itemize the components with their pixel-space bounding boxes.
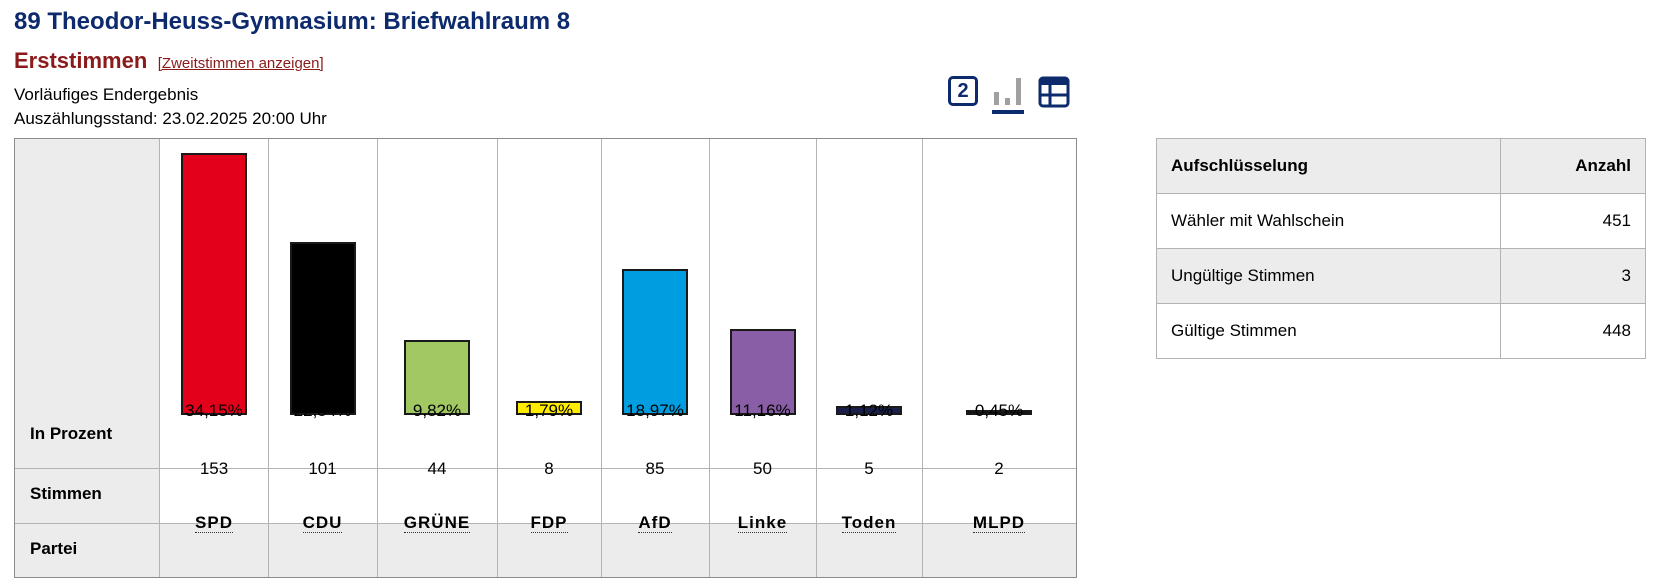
column-divider <box>709 139 710 577</box>
party-name-text[interactable]: AfD <box>638 513 672 533</box>
percent-row-label: In Prozent <box>30 424 113 443</box>
party-name-text[interactable]: MLPD <box>972 513 1026 533</box>
percent-label: 18,97% <box>626 401 684 420</box>
column-divider <box>497 139 498 577</box>
row-divider <box>15 468 1076 469</box>
vote-type-label: Erststimmen <box>14 48 148 73</box>
bar-cdu <box>289 242 356 415</box>
percent-label: 34,15% <box>185 401 243 420</box>
page-title: 89 Theodor-Heuss-Gymnasium: Briefwahlrau… <box>14 8 571 35</box>
column-divider <box>377 139 378 577</box>
percent-label: 0,45% <box>974 401 1024 420</box>
column-divider <box>268 139 269 577</box>
votes-value: 2 <box>994 459 1004 478</box>
table-row: Wähler mit Wahlschein 451 <box>1156 193 1646 249</box>
vote-type-header: Erststimmen [Zweitstimmen anzeigen] <box>14 48 324 74</box>
bar-grüne <box>404 340 470 415</box>
votes-value: 5 <box>864 459 874 478</box>
count-timestamp: Auszählungsstand: 23.02.2025 20:00 Uhr <box>14 109 327 128</box>
party-name[interactable]: AfD <box>600 513 710 533</box>
breakdown-value: 451 <box>1500 193 1646 249</box>
column-divider <box>922 139 923 577</box>
party-name-text[interactable]: Toden <box>841 513 897 533</box>
party-row-background <box>160 523 1076 577</box>
votes-value: 101 <box>308 459 337 478</box>
party-name[interactable]: Toden <box>814 513 924 533</box>
party-name-text[interactable]: FDP <box>530 513 568 533</box>
bar-mlpd <box>966 410 1032 415</box>
party-name-text[interactable]: Linke <box>737 513 788 533</box>
votes-row-label: Stimmen <box>30 484 102 503</box>
row-label-column <box>15 139 160 577</box>
column-divider <box>816 139 817 577</box>
party-name-text[interactable]: GRÜNE <box>403 513 471 533</box>
row-divider <box>15 523 1076 524</box>
breakdown-header-count: Anzahl <box>1500 138 1646 194</box>
table-view-icon[interactable] <box>1038 76 1070 108</box>
percent-label: 1,12% <box>844 401 894 420</box>
party-name[interactable]: GRÜNE <box>382 513 492 533</box>
breakdown-table: Aufschlüsselung Anzahl Wähler mit Wahlsc… <box>1156 138 1646 359</box>
votes-value: 50 <box>753 459 772 478</box>
breakdown-label: Gültige Stimmen <box>1156 303 1501 359</box>
bar-fdp <box>516 401 582 415</box>
table-row: Gültige Stimmen 448 <box>1156 303 1646 359</box>
party-name[interactable]: CDU <box>268 513 378 533</box>
bar-chart-view-icon[interactable] <box>992 76 1024 116</box>
percent-label: 22,54% <box>293 401 352 420</box>
party-row-label: Partei <box>30 539 78 558</box>
results-bar-chart: In Prozent Stimmen Partei 34,15% 153 SPD 22… <box>14 138 1077 578</box>
table-row: Ungültige Stimmen 3 <box>1156 248 1646 304</box>
breakdown-header-label: Aufschlüsselung <box>1156 138 1501 194</box>
party-name-text[interactable]: SPD <box>195 513 233 533</box>
breakdown-label: Wähler mit Wahlschein <box>1156 193 1501 249</box>
bar-spd <box>181 153 247 415</box>
breakdown-value: 3 <box>1500 248 1646 304</box>
votes-value: 153 <box>199 459 229 478</box>
votes-value: 44 <box>427 459 447 478</box>
percent-label: 9,82% <box>412 401 462 420</box>
switch-to-zweitstimmen-link[interactable]: [Zweitstimmen anzeigen] <box>157 55 324 72</box>
second-vote-view-icon[interactable]: 2 <box>948 76 978 106</box>
breakdown-value: 448 <box>1500 303 1646 359</box>
party-name[interactable]: FDP <box>494 513 604 533</box>
party-name-text[interactable]: CDU <box>302 513 343 533</box>
percent-label: 1,79% <box>524 401 574 420</box>
party-name[interactable]: SPD <box>159 513 269 533</box>
percent-label: 11,16% <box>734 401 791 420</box>
column-divider <box>601 139 602 577</box>
votes-value: 85 <box>645 459 665 478</box>
votes-value: 8 <box>544 459 554 478</box>
bar-afd <box>622 269 688 415</box>
result-status: Vorläufiges Endergebnis <box>14 85 199 104</box>
party-name[interactable]: MLPD <box>944 513 1054 533</box>
party-name[interactable]: Linke <box>708 513 818 533</box>
breakdown-label: Ungültige Stimmen <box>1156 248 1501 304</box>
bar-linke <box>729 329 796 415</box>
bar-toden <box>836 406 902 415</box>
